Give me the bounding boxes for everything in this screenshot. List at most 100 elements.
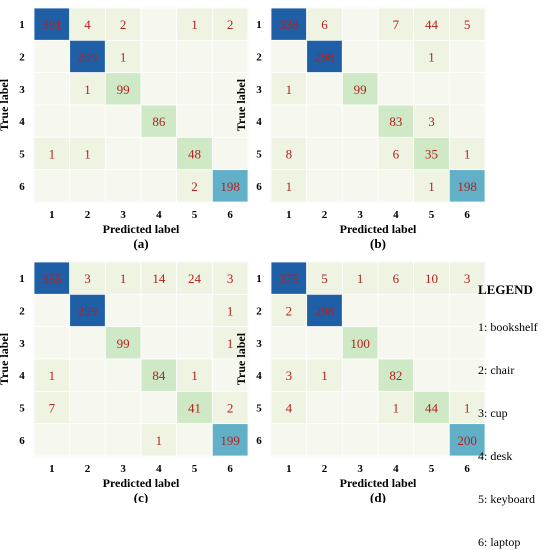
matrix-cell <box>270 326 308 360</box>
y-tick-label: 2 <box>256 52 262 64</box>
y-tick-label: 3 <box>256 338 262 350</box>
cell-value-label: 2 <box>227 401 234 416</box>
matrix-cell <box>413 390 450 425</box>
matrix-cell <box>140 326 178 360</box>
matrix-cell <box>140 169 178 203</box>
cell-value-label: 298 <box>315 50 335 65</box>
matrix-cell <box>140 261 178 295</box>
matrix-cell <box>306 293 343 328</box>
matrix-cell <box>413 326 450 360</box>
legend-item-3: 3: cup <box>478 406 508 420</box>
cell-value-label: 1 <box>227 304 234 319</box>
x-tick-label: 5 <box>429 463 435 475</box>
cell-value-label: 3 <box>84 271 91 286</box>
x-tick-label: 3 <box>357 463 363 475</box>
matrix-cell <box>341 136 379 171</box>
cell-value-label: 375 <box>279 271 299 286</box>
cell-value-label: 14 <box>152 271 166 286</box>
cell-value-label: 1 <box>191 17 198 32</box>
matrix-cell <box>211 358 249 392</box>
matrix-cell <box>104 169 142 203</box>
cell-value-label: 1 <box>286 82 293 97</box>
cell-value-label: 100 <box>350 336 370 351</box>
matrix-cell <box>176 72 213 106</box>
y-axis-label: True label <box>234 78 248 131</box>
y-tick-label: 3 <box>256 84 262 96</box>
matrix-cell <box>377 358 415 392</box>
panel-caption: (c) <box>134 490 148 503</box>
matrix-cell <box>33 104 71 138</box>
cell-value-label: 4 <box>286 401 293 416</box>
x-tick-label: 2 <box>85 209 91 221</box>
cell-value-label: 44 <box>425 401 439 416</box>
matrix-cell <box>33 39 71 74</box>
cell-value-label: 1 <box>191 368 198 383</box>
y-axis-label: True label <box>0 78 11 131</box>
cell-value-label: 1 <box>321 368 328 383</box>
matrix-cell <box>306 72 343 106</box>
y-tick-label: 4 <box>19 116 25 128</box>
y-tick-label: 4 <box>256 116 262 128</box>
x-tick-label: 2 <box>322 209 328 221</box>
matrix-cell <box>211 326 249 360</box>
matrix-cell <box>270 169 308 203</box>
matrix-cell <box>306 326 343 360</box>
matrix-cell <box>176 326 213 360</box>
matrix-cell <box>341 39 379 74</box>
matrix-cell <box>211 7 249 41</box>
matrix-cell <box>377 390 415 425</box>
x-tick-label: 3 <box>120 463 126 475</box>
legend-title: LEGEND <box>478 282 533 297</box>
y-tick-label: 4 <box>19 370 25 382</box>
cell-value-label: 1 <box>227 336 234 351</box>
matrix-cell <box>104 358 142 392</box>
matrix-cell <box>104 104 142 138</box>
matrix-cell <box>341 293 379 328</box>
x-tick-label: 2 <box>85 463 91 475</box>
x-axis-label: Predicted label <box>103 476 180 490</box>
x-tick-label: 2 <box>322 463 328 475</box>
x-tick-label: 4 <box>156 209 162 221</box>
y-tick-label: 2 <box>19 52 25 64</box>
cell-value-label: 44 <box>425 17 439 32</box>
matrix-cell <box>176 390 213 425</box>
matrix-cell <box>104 72 142 106</box>
matrix-cell <box>270 39 308 74</box>
cell-value-label: 82 <box>389 368 402 383</box>
y-tick-label: 6 <box>19 435 25 447</box>
matrix-cell <box>448 7 486 41</box>
matrix-cell <box>270 423 308 457</box>
cell-value-label: 84 <box>152 368 166 383</box>
y-tick-label: 5 <box>256 149 262 161</box>
confusion-matrix-panel: 338 6 7 44 5 298 1 1 99 83 3 8 6 35 1 1 1 198 1 2 3 4 5 6 1 2 3 4 5 6… <box>234 7 486 251</box>
x-tick-label: 5 <box>429 209 435 221</box>
cell-value-label: 7 <box>393 17 400 32</box>
matrix-cell <box>69 261 106 295</box>
legend-item-1: 1: bookshelf <box>478 320 538 334</box>
matrix-cell <box>270 358 308 392</box>
matrix-cell <box>69 390 106 425</box>
cell-value-label: 83 <box>389 114 402 129</box>
cell-value-label: 3 <box>428 114 435 129</box>
cell-value-label: 7 <box>49 401 56 416</box>
matrix-cell <box>140 136 178 171</box>
matrix-cell <box>413 7 450 41</box>
x-tick-label: 6 <box>464 209 470 221</box>
matrix-cell <box>341 326 379 360</box>
cell-value-label: 6 <box>393 147 400 162</box>
cell-value-label: 5 <box>321 271 328 286</box>
matrix-cell <box>341 261 379 295</box>
matrix-cell <box>448 104 486 138</box>
matrix-cell <box>341 358 379 392</box>
cell-value-label: 35 <box>425 147 438 162</box>
matrix-cell <box>69 358 106 392</box>
cell-value-label: 1 <box>428 179 435 194</box>
matrix-cell <box>176 293 213 328</box>
matrix-cell <box>176 136 213 171</box>
cell-value-label: 86 <box>152 114 166 129</box>
cell-value-label: 1 <box>156 433 163 448</box>
cell-value-label: 1 <box>357 271 364 286</box>
matrix-cell <box>104 293 142 328</box>
